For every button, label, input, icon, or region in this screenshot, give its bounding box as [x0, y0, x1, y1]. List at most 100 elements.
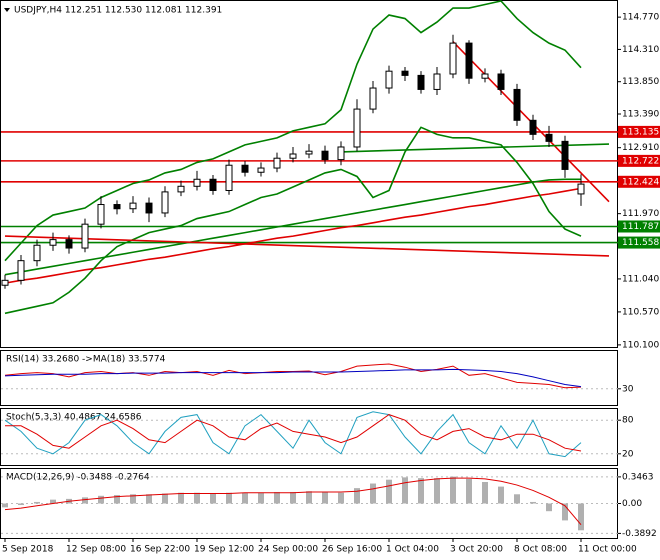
macd-bar: [82, 497, 88, 504]
macd-bar: [546, 503, 552, 512]
candle-body: [177, 185, 185, 193]
rsi-title: RSI(14) 33.2680 ->MA(18) 33.5774: [6, 355, 166, 365]
macd-bar: [466, 478, 472, 504]
y-tick-label: 114.310: [622, 45, 659, 55]
candle-body: [241, 164, 249, 173]
indicator-line: [4, 178, 581, 276]
indicator-line: [4, 368, 582, 388]
macd-bar: [130, 494, 136, 504]
candle-body: [113, 204, 121, 210]
candle-body: [49, 239, 57, 246]
y-tick-label: 111.970: [622, 209, 659, 219]
macd-bar: [482, 481, 488, 504]
macd-bar: [434, 478, 440, 504]
candle-body: [417, 74, 425, 90]
candle-body: [369, 87, 377, 110]
candle-body: [193, 178, 201, 187]
level-label: 112.722: [622, 156, 659, 166]
title-arrow: [4, 8, 10, 12]
macd-bar: [210, 493, 216, 504]
candle-body: [257, 167, 265, 173]
y-tick-label: -0.3892: [622, 529, 657, 539]
level-label: 111.558: [622, 238, 659, 248]
candle-body: [145, 202, 153, 214]
stoch-frame: [0, 408, 618, 466]
x-tick-label: 1 Oct 04:00: [386, 545, 439, 555]
candle-body: [33, 244, 41, 262]
level-label-box: [618, 125, 660, 138]
macd-bar: [530, 501, 536, 504]
candle-body: [529, 119, 537, 135]
macd-bar: [290, 491, 296, 504]
y-tick-label: 30: [622, 384, 634, 394]
candle-body: [1, 279, 9, 286]
macd-bar: [226, 492, 232, 504]
candle-body: [577, 183, 585, 195]
macd-bar: [562, 503, 568, 521]
macd-bar: [194, 492, 200, 504]
macd-bar: [258, 492, 264, 504]
macd-bar: [98, 495, 104, 504]
macd-bar: [50, 499, 56, 504]
indicator-line: [4, 363, 582, 389]
macd-bar: [338, 492, 344, 504]
macd-bar: [418, 478, 424, 504]
trendline: [340, 143, 610, 153]
candle-body: [273, 157, 281, 169]
candle-body: [17, 260, 25, 281]
level-label: 113.135: [622, 127, 659, 137]
indicator-line: [4, 477, 582, 526]
candle-body: [337, 146, 345, 161]
macd-bar: [386, 479, 392, 504]
level-label-box: [618, 220, 660, 233]
candle-body: [353, 108, 361, 148]
level-label-box: [618, 175, 660, 188]
candle-body: [97, 204, 105, 225]
indicator-line: [4, 0, 582, 262]
rsi-frame: [0, 350, 618, 406]
macd-bar: [146, 494, 152, 504]
candle-body: [385, 70, 393, 89]
trendline: [4, 235, 610, 257]
candle-body: [545, 133, 553, 142]
macd-bar: [402, 477, 408, 504]
macd-bar: [114, 495, 120, 504]
y-tick-label: 111.040: [622, 274, 659, 284]
x-tick-label: 11 Oct 00:00: [578, 545, 637, 555]
indicator-line: [4, 187, 582, 284]
y-tick-label: 0.3463: [622, 472, 654, 482]
macd-bar: [306, 491, 312, 504]
y-tick-label: 110.570: [622, 307, 659, 317]
level-label-box: [618, 236, 660, 249]
candle-body: [81, 223, 89, 249]
candle-body: [449, 42, 457, 75]
macd-bar: [450, 476, 456, 504]
macd-bar: [322, 491, 328, 504]
macd-bar: [370, 483, 376, 504]
level-label-box: [618, 154, 660, 167]
y-tick-label: 114.770: [622, 13, 659, 23]
macd-bar: [242, 492, 248, 504]
x-tick-label: 16 Sep 22:00: [130, 545, 190, 555]
indicator-line: [4, 126, 582, 315]
macd-bar: [2, 503, 8, 508]
candle-body: [513, 88, 521, 121]
macd-bar: [274, 491, 280, 504]
candle-body: [321, 150, 329, 161]
y-tick-label: 113.850: [622, 77, 659, 87]
chart-title: USDJPY,H4 112.251 112.530 112.081 112.39…: [14, 6, 222, 16]
macd-bar: [162, 493, 168, 504]
x-tick-label: 12 Sep 08:00: [66, 545, 126, 555]
candle-body: [161, 191, 169, 214]
x-tick-label: 3 Oct 20:00: [450, 545, 503, 555]
candle-body: [65, 239, 73, 249]
indicator-line: [5, 414, 582, 452]
candle-body: [561, 140, 569, 170]
macd-bar: [498, 486, 504, 504]
y-tick-label: 110.100: [622, 340, 659, 350]
indicator-line: [4, 411, 582, 458]
candle-body: [209, 178, 217, 191]
x-tick-label: 5 Sep 2018: [2, 545, 54, 555]
candle-body: [129, 202, 137, 210]
